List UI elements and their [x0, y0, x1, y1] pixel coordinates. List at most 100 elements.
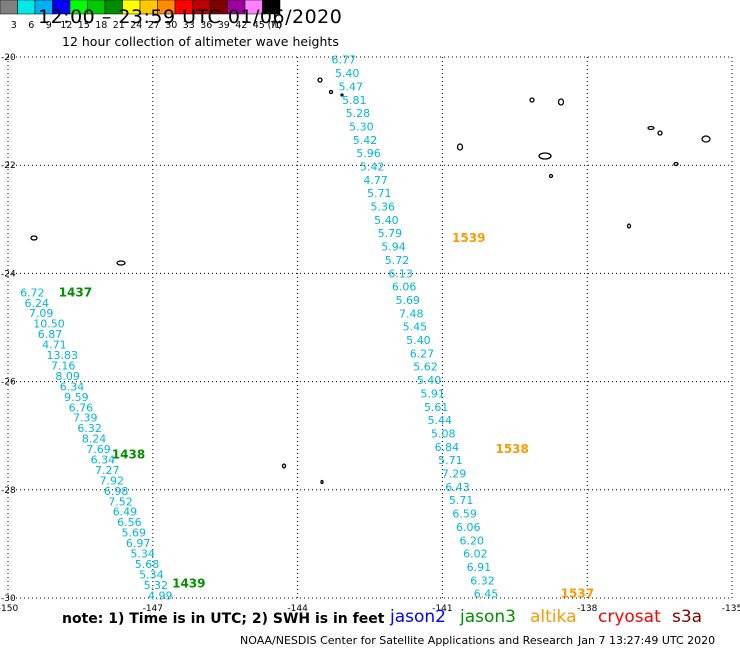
swh-value: 6.13: [388, 267, 413, 280]
swh-value: 5.61: [424, 401, 449, 414]
swh-value: 6.77: [331, 54, 356, 67]
island-outline: [340, 93, 344, 97]
scale-label: 12: [60, 20, 72, 31]
scale-label: 18: [95, 20, 107, 31]
scale-label: 70: [270, 20, 282, 31]
page-title: 12:00 – 23:59 UTC 01/06/2020: [38, 6, 343, 28]
swh-value: 5.94: [381, 241, 406, 254]
lon-tick-label: -150: [0, 604, 18, 614]
swh-value: 5.28: [346, 107, 371, 120]
island-outline: [320, 479, 324, 485]
lon-tick-label: -138: [577, 604, 598, 614]
swh-value: 4.77: [363, 174, 388, 187]
swh-value: 6.20: [460, 534, 485, 547]
pass-number-label: 1439: [172, 576, 205, 590]
legend-altika: altika: [530, 607, 577, 627]
island-outline: [116, 260, 126, 266]
swh-value: 7.27: [95, 464, 120, 477]
scale-label: 36: [200, 20, 212, 31]
swh-value: 5.40: [417, 374, 442, 387]
swh-value: 6.43: [445, 481, 470, 494]
swh-value: 8.24: [82, 433, 107, 446]
island-outline: [673, 161, 679, 167]
scale-label: 33: [183, 20, 195, 31]
swh-value: 5.71: [367, 187, 392, 200]
page-subtitle: 12 hour collection of altimeter wave hei…: [62, 34, 339, 49]
scale-unit: (ft): [268, 20, 282, 31]
lat-tick-label: -24: [1, 269, 16, 279]
swh-value: 5.79: [378, 227, 403, 240]
legend-jason2: jason2: [390, 607, 446, 627]
swh-value: 6.06: [392, 281, 417, 294]
pass-number-label: 1438: [112, 448, 145, 462]
swh-value: 5.32: [144, 579, 169, 592]
legend-s3a: s3a: [672, 607, 703, 627]
swh-value: 6.34: [91, 453, 116, 466]
swh-value: 5.44: [427, 414, 452, 427]
swh-value: 7.69: [86, 443, 111, 456]
island-outline: [456, 143, 464, 151]
swh-value: 7.39: [73, 412, 98, 425]
swh-value: 5.45: [403, 321, 428, 334]
scale-label: 15: [78, 20, 90, 31]
units-note: note: 1) Time is in UTC; 2) SWH is in fe…: [62, 611, 385, 627]
swh-value: 7.16: [51, 359, 76, 372]
lat-tick-label: -28: [1, 486, 16, 496]
lat-tick-label: -22: [1, 161, 16, 171]
wave-height-color-scale: 3 6 9 12 15 18 21 24 27 30 33 36 39 42 45 70(ft): [0, 0, 282, 31]
scale-label: 39: [218, 20, 230, 31]
swh-value: 5.40: [335, 67, 360, 80]
swh-value: 7.29: [442, 468, 467, 481]
swh-value: 6.59: [452, 508, 477, 521]
pass-number-label: 1437: [59, 285, 92, 299]
lon-tick-label: -144: [287, 604, 308, 614]
swh-value: 5.71: [438, 454, 463, 467]
scale-label: 27: [148, 20, 160, 31]
swh-value: 5.81: [342, 94, 367, 107]
swh-value: 6.27: [410, 347, 435, 360]
swh-value: 5.62: [413, 361, 438, 374]
island-outline: [626, 223, 632, 229]
swh-value: 6.91: [467, 561, 492, 574]
pass-number-label: 1538: [495, 442, 528, 456]
swh-value: 5.91: [420, 387, 445, 400]
swh-value: 5.68: [135, 558, 160, 571]
credit-line: NOAA/NESDIS Center for Satellite Applica…: [240, 634, 574, 647]
swh-value: 5.42: [360, 160, 385, 173]
swh-value: 5.42: [353, 134, 378, 147]
swh-value: 6.72: [20, 286, 45, 299]
swh-value: 5.96: [356, 147, 381, 160]
swh-value: 4.99: [148, 589, 173, 602]
island-outline: [328, 89, 334, 95]
swh-value: 13.83: [47, 349, 79, 362]
island-outline: [538, 152, 552, 160]
swh-value: 5.36: [371, 201, 396, 214]
scale-label: 9: [46, 20, 52, 31]
generated-timestamp: Jan 7 13:27:49 UTC 2020: [578, 634, 716, 647]
scale-label: 6: [28, 20, 34, 31]
island-outline: [657, 130, 663, 136]
swh-value: 6.24: [24, 297, 49, 310]
scale-swatch: [262, 0, 281, 15]
lon-tick-label: -147: [143, 604, 163, 614]
swh-value: 5.40: [406, 334, 431, 347]
island-outline: [281, 463, 287, 469]
swh-value: 9.59: [64, 391, 89, 404]
swh-value: 7.52: [108, 495, 133, 508]
scale-label: 24: [130, 20, 142, 31]
island-outline: [701, 135, 711, 143]
swh-value: 10.50: [33, 318, 64, 331]
swh-value: 5.71: [449, 494, 474, 507]
swh-value: 6.34: [60, 380, 85, 393]
swh-value: 6.56: [117, 516, 141, 529]
swh-value: 6.02: [463, 548, 488, 561]
swh-value: 5.08: [431, 427, 456, 440]
swh-value: 8.09: [55, 370, 80, 383]
swh-value: 7.92: [99, 474, 124, 487]
swh-value: 5.34: [139, 568, 164, 581]
legend-jason3: jason3: [460, 607, 516, 627]
pass-number-label: 1537: [561, 587, 594, 601]
scale-label: 21: [113, 20, 125, 31]
scale-label: 3: [11, 20, 17, 31]
